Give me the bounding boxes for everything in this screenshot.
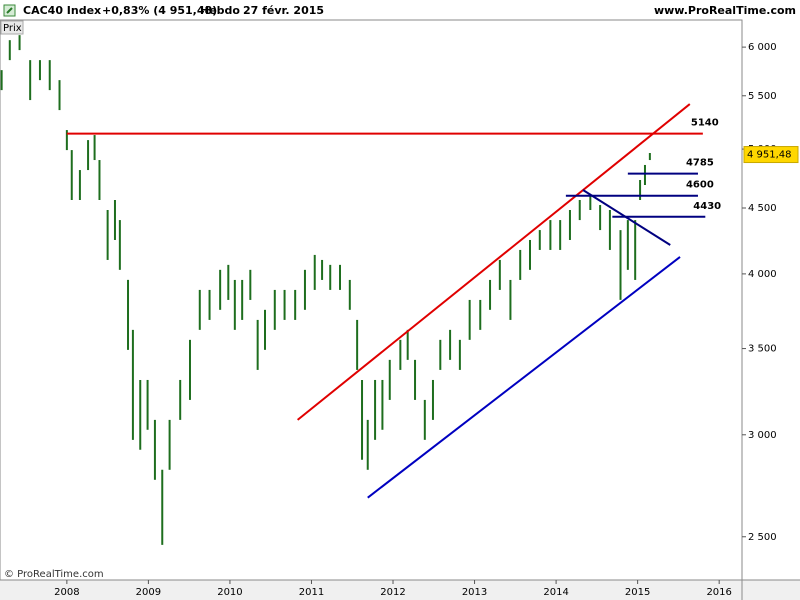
panel-tag: [0, 20, 24, 35]
y-tick-label: 3 500: [748, 344, 777, 355]
x-tick-label: 2012: [380, 587, 405, 598]
trendline: [367, 256, 681, 499]
change: +0,83% (4 951,48): [102, 4, 217, 17]
site: www.ProRealTime.com: [654, 4, 796, 17]
x-tick-label: 2015: [625, 587, 650, 598]
y-tick-label: 4 000: [748, 269, 777, 280]
period: Hebdo: [200, 4, 240, 17]
x-tick-label: 2009: [136, 587, 161, 598]
y-tick-label: 3 000: [748, 430, 777, 441]
last-price-badge: [743, 146, 799, 164]
x-axis-strip: [0, 580, 800, 600]
x-tick-label: 2011: [299, 587, 324, 598]
panel-label: Prix: [3, 23, 22, 34]
x-tick-label: 2014: [543, 587, 568, 598]
level-label: 4785: [686, 158, 714, 169]
x-tick-label: 2010: [217, 587, 242, 598]
plot-area: [0, 19, 743, 581]
x-tick-label: 2013: [462, 587, 487, 598]
x-tick-label: 2008: [54, 587, 79, 598]
last-price-label: 4 951,48: [747, 150, 792, 161]
date: 27 févr. 2015: [243, 4, 324, 17]
level-label: 5140: [691, 118, 719, 129]
x-tick-label: 2016: [706, 587, 731, 598]
level-label: 4430: [693, 201, 721, 212]
level-label: 4600: [686, 180, 714, 191]
header-icon-stroke: [6, 7, 13, 14]
instrument: CAC40 Index: [23, 4, 101, 17]
trendline: [296, 103, 691, 421]
y-tick-label: 6 000: [748, 42, 777, 53]
y-tick-label: 5 500: [748, 91, 777, 102]
copyright: © ProRealTime.com: [4, 569, 104, 580]
y-tick-label: 2 500: [748, 532, 777, 543]
y-tick-label: 4 500: [748, 203, 777, 214]
